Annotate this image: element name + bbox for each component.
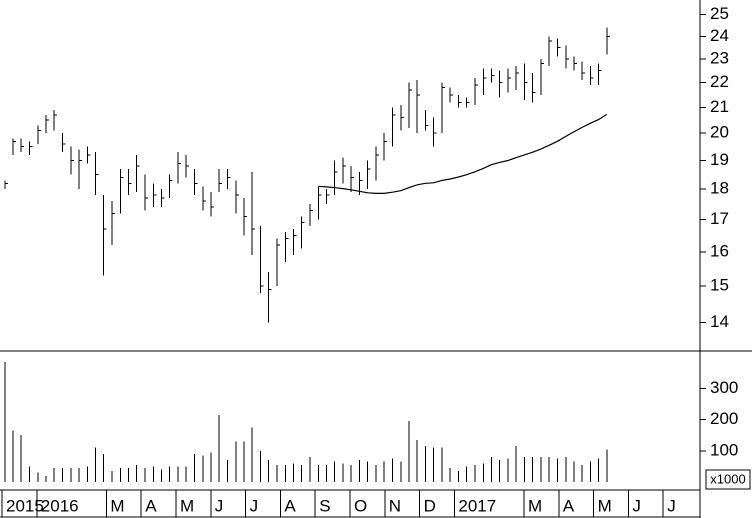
y-tick-label: 18: [710, 179, 729, 198]
x-tick-label: D: [424, 496, 436, 515]
x-tick-label: A: [284, 496, 296, 515]
y-tick-label: 300: [710, 378, 738, 397]
x-tick-label: M: [110, 496, 124, 515]
x-tick-label: A: [145, 496, 157, 515]
x-tick-label: 2016: [41, 496, 79, 515]
x-tick-label: M: [180, 496, 194, 515]
y-tick-label: 25: [710, 4, 729, 23]
x-tick-label: O: [354, 496, 367, 515]
x-tick-label: M: [528, 496, 542, 515]
y-tick-label: 16: [710, 241, 729, 260]
unit-label: x1000: [710, 471, 745, 486]
x-tick-label: 2015: [6, 496, 44, 515]
x-tick-label: M: [598, 496, 612, 515]
x-tick-label: S: [319, 496, 330, 515]
y-tick-label: 23: [710, 48, 729, 67]
y-tick-label: 14: [710, 312, 729, 331]
y-tick-label: 200: [710, 409, 738, 428]
y-tick-label: 21: [710, 97, 729, 116]
x-tick-label: J: [632, 496, 641, 515]
y-tick-label: 20: [710, 123, 729, 142]
y-tick-label: 17: [710, 209, 729, 228]
x-tick-label: J: [667, 496, 676, 515]
x-tick-label: N: [389, 496, 401, 515]
y-tick-label: 19: [710, 150, 729, 169]
y-tick-label: 15: [710, 276, 729, 295]
x-tick-label: J: [215, 496, 224, 515]
moving-average: [318, 113, 608, 194]
x-tick-label: A: [563, 496, 575, 515]
x-tick-label: 2017: [458, 496, 496, 515]
unit-box: [705, 469, 751, 490]
x-tick-label: J: [250, 496, 259, 515]
y-tick-label: 24: [710, 26, 729, 45]
y-tick-label: 22: [710, 72, 729, 91]
y-tick-label: 100: [710, 440, 738, 459]
